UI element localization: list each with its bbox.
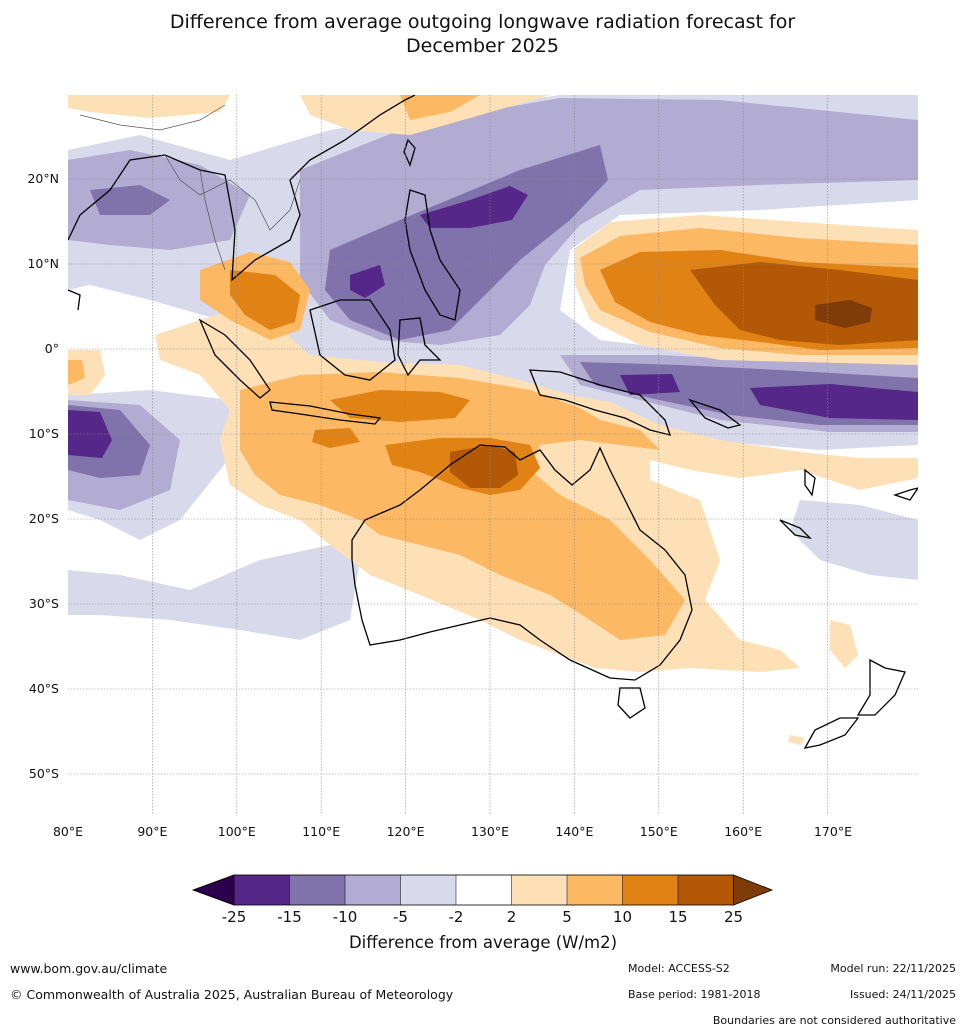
coastline-java	[269, 401, 382, 425]
title-line-1: Difference from average outgoing longwav…	[169, 11, 796, 33]
colorbar-swatch	[289, 875, 345, 905]
colorbar-tick: -15	[277, 908, 302, 926]
anomaly-region-m25	[350, 186, 528, 298]
anomaly-region-m5-southwest	[68, 545, 360, 640]
colorbar-dividers	[289, 875, 679, 905]
lat-label: 10°S	[29, 426, 59, 441]
colorbar-tick: -5	[393, 908, 408, 926]
model-text: Model: ACCESS-S2	[628, 962, 730, 975]
colorbar-tick: 2	[507, 908, 517, 926]
coastline-taiwan	[403, 138, 416, 167]
anomaly-region-m15	[90, 145, 608, 340]
coastline-australia	[351, 444, 693, 681]
copyright-text: © Commonwealth of Australia 2025, Austra…	[10, 987, 454, 1002]
lat-label: 30°S	[29, 596, 59, 611]
colorbar-swatch	[678, 875, 734, 905]
colorbar-label: Difference from average (W/m2)	[349, 933, 617, 952]
forecast-map	[68, 95, 918, 815]
lon-label: 140°E	[555, 824, 593, 839]
longitude-labels: 80°E 90°E 100°E 110°E 120°E 130°E 140°E …	[53, 824, 852, 839]
colorbar-swatch	[567, 875, 623, 905]
colorbar-swatch	[345, 875, 401, 905]
anomaly-region-p10-asia	[230, 270, 300, 330]
anomaly-region-m25-east	[620, 374, 918, 420]
lat-label: 20°N	[27, 171, 59, 186]
anomaly-region-p5-west	[68, 360, 85, 385]
lat-label: 0°	[45, 341, 59, 356]
colorbar-tick: -10	[333, 908, 358, 926]
boundary-india-china	[79, 104, 226, 131]
coastline-vanuatu	[804, 468, 816, 497]
colorbar-swatch	[400, 875, 456, 905]
colorbar-tick: 25	[724, 908, 743, 926]
coastline-fiji	[892, 487, 918, 501]
coastline-borneo	[309, 299, 396, 381]
lon-label: 80°E	[53, 824, 83, 839]
coastline-tasmania	[617, 687, 646, 719]
coastline-india-east	[68, 289, 81, 311]
colorbar-arrow-max	[733, 874, 774, 906]
lat-label: 10°N	[27, 256, 59, 271]
coastlines	[68, 95, 918, 749]
colorbar-swatch	[622, 875, 678, 905]
latitude-labels: 20°N 10°N 0° 10°S 20°S 30°S 40°S 50°S	[27, 171, 59, 781]
colorbar: -25 -15 -10 -5 -2 2 5 10 15 25 Differenc…	[191, 874, 774, 952]
gridlines	[68, 95, 918, 815]
anomaly-region-p2-nz	[788, 620, 858, 745]
boundary-southeast-asia	[164, 154, 301, 231]
coastline-solomons	[688, 398, 742, 429]
colorbar-swatch	[234, 875, 290, 905]
lon-label: 100°E	[218, 824, 256, 839]
colorbar-tick: 15	[668, 908, 687, 926]
colorbar-tick: -25	[222, 908, 247, 926]
lat-label: 50°S	[29, 766, 59, 781]
coastline-new-guinea	[529, 369, 671, 436]
issued-text: Issued: 24/11/2025	[849, 988, 956, 1001]
lon-label: 90°E	[137, 824, 167, 839]
lon-label: 130°E	[471, 824, 509, 839]
base-period-text: Base period: 1981-2018	[628, 988, 761, 1001]
colorbar-arrow-min	[191, 874, 235, 906]
lat-label: 40°S	[29, 681, 59, 696]
model-run-text: Model run: 22/11/2025	[830, 962, 956, 975]
coastline-new-zealand	[803, 658, 906, 749]
colorbar-swatch	[456, 875, 512, 905]
anomaly-region-p15-pacific	[690, 262, 918, 345]
anomaly-region-p25-pacific	[815, 300, 872, 328]
title-line-2: December 2025	[406, 35, 559, 57]
anomaly-region-m5-southeast	[790, 500, 918, 580]
disclaimer-text: Boundaries are not considered authoritat…	[712, 1014, 956, 1027]
coastline-sulawesi	[397, 317, 442, 377]
lon-label: 120°E	[387, 824, 425, 839]
country-boundaries	[79, 104, 301, 271]
coastline-new-caledonia	[779, 519, 812, 540]
colorbar-frame	[233, 874, 734, 906]
coastline-philippines	[404, 189, 461, 321]
lon-label: 150°E	[640, 824, 678, 839]
lon-label: 110°E	[302, 824, 340, 839]
positive-anomaly-fields	[68, 95, 918, 745]
coastline-asia-mainland	[68, 95, 416, 282]
coastline-sumatra	[198, 318, 271, 399]
colorbar-swatch	[511, 875, 567, 905]
colorbar-tick: 5	[562, 908, 572, 926]
lon-label: 160°E	[724, 824, 762, 839]
map-title: Difference from average outgoing longwav…	[0, 10, 965, 58]
colorbar-tick: -2	[449, 908, 464, 926]
colorbar-ticks: -25 -15 -10 -5 -2 2 5 10 15 25	[222, 908, 743, 926]
anomaly-region-p15-maritime	[450, 445, 518, 488]
boundary-myanmar-thailand	[199, 169, 226, 271]
lon-label: 170°E	[814, 824, 852, 839]
colorbar-tick: 10	[613, 908, 632, 926]
website-link[interactable]: www.bom.gov.au/climate	[10, 961, 168, 976]
lat-label: 20°S	[29, 511, 59, 526]
negative-anomaly-fields	[68, 95, 918, 640]
